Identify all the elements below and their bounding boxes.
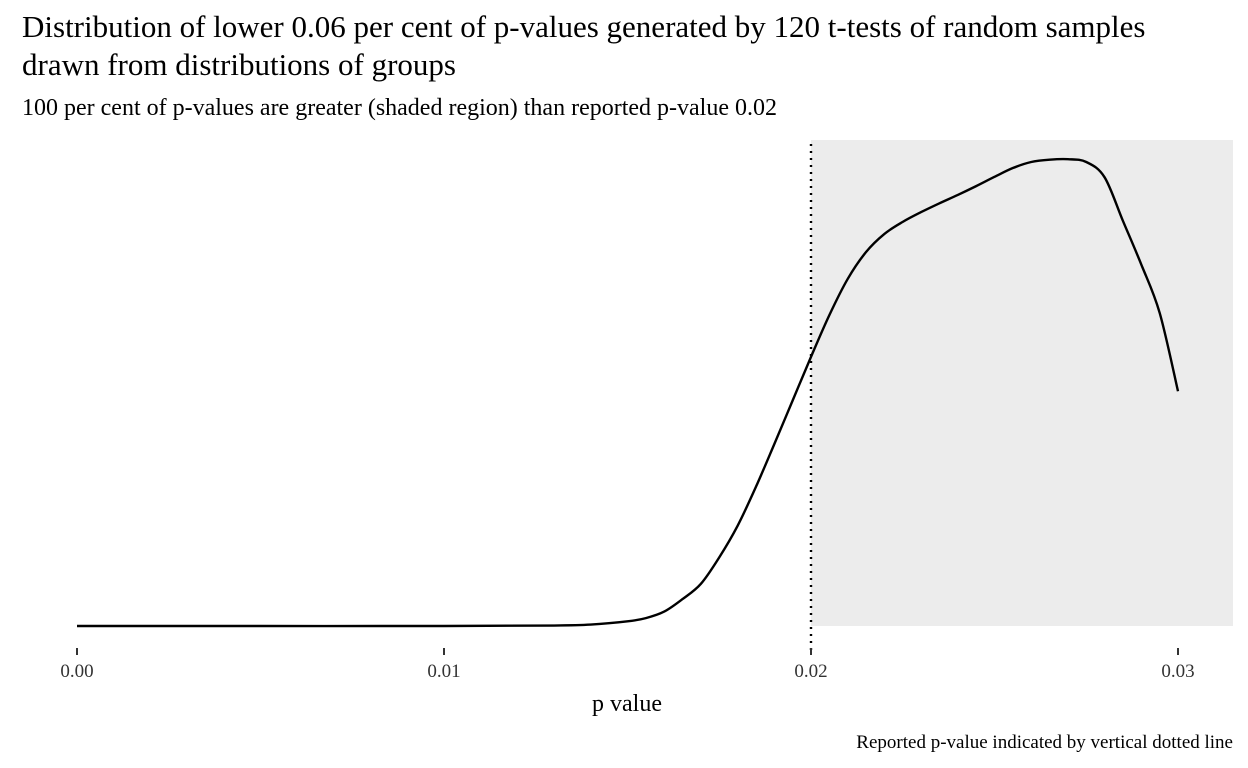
chart-caption: Reported p-value indicated by vertical d…: [856, 732, 1233, 753]
x-tick-label: 0.02: [794, 661, 827, 682]
chart-title: Distribution of lower 0.06 per cent of p…: [22, 9, 1146, 82]
density-curve: [77, 157, 1180, 628]
x-axis-title: p value: [592, 691, 662, 717]
x-tick-label: 0.01: [427, 661, 460, 682]
shaded-region: [811, 140, 1233, 626]
x-tick-label: 0.00: [60, 661, 93, 682]
x-tick-label: 0.03: [1161, 661, 1194, 682]
chart-subtitle: 100 per cent of p-values are greater (sh…: [22, 95, 778, 121]
